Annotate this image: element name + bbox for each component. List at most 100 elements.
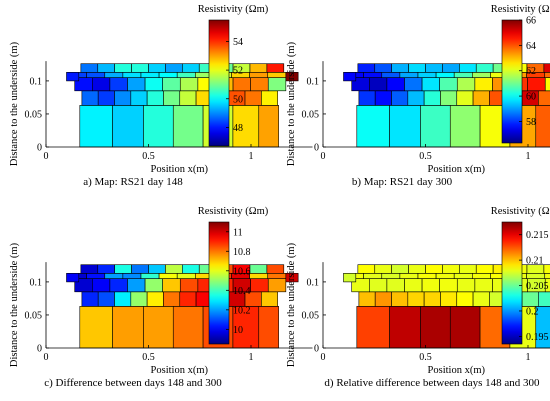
middle-cell [544, 278, 550, 293]
strip-cell [423, 90, 441, 106]
wide-cell [176, 273, 196, 279]
strip-cell [146, 291, 164, 307]
x-tick-label: 0.5 [142, 352, 155, 363]
colorbar-tick-label: 60 [526, 92, 536, 103]
x-tick-label: 0 [44, 352, 49, 363]
wide-cell [381, 72, 401, 78]
top-cell [131, 264, 149, 274]
bottom-cell [172, 306, 204, 349]
x-axis-title: Position x(m) [428, 365, 486, 376]
middle-cell [368, 77, 388, 92]
colorbar-tick-label: 58 [526, 117, 536, 128]
top-cell [459, 264, 477, 274]
heatmap-panel-1: 0 0.5 1 0 0.05 0.1 Position x(m) Distance to th… [9, 4, 313, 188]
strip-cell [358, 90, 376, 106]
colorbar-tick-label: 0.21 [526, 256, 544, 267]
wide-cell [526, 273, 546, 279]
bottom-cell [449, 306, 481, 349]
wide-cell [104, 273, 124, 279]
top-cell [357, 264, 376, 274]
colorbar-tick-label: 10.8 [233, 247, 251, 258]
wide-cell [363, 72, 383, 78]
middle-cell [456, 77, 476, 92]
middle-cell [109, 77, 128, 92]
top-cell [374, 63, 392, 73]
strip-cell [521, 291, 539, 307]
middle-cell [267, 278, 287, 293]
middle-cell [232, 77, 251, 92]
middle-cell [474, 278, 493, 293]
middle-cell [386, 77, 405, 92]
x-tick-label: 0 [44, 151, 49, 162]
bottom-cell [389, 306, 421, 349]
bottom-cell [112, 306, 144, 349]
top-cell [97, 264, 115, 274]
wide-cell [122, 273, 142, 279]
wide-cell [435, 273, 455, 279]
x-tick-label: 1 [526, 352, 531, 363]
wide-cell [267, 72, 287, 78]
middle-cell [127, 77, 146, 92]
wide-cell [140, 273, 160, 279]
top-cell [408, 264, 426, 274]
colorbar-tick-label: 66 [526, 16, 536, 27]
wide-cell [249, 273, 269, 279]
strip-cell [374, 291, 392, 307]
colorbar-tick-label: 0.205 [526, 281, 549, 292]
wide-cell [544, 72, 550, 78]
wide-cell [267, 273, 287, 279]
y-tick-label: 0.05 [25, 109, 43, 120]
colorbar-tick-label: 54 [233, 37, 243, 48]
bottom-cell [449, 105, 481, 148]
colorbar-tick-label: 62 [526, 66, 536, 77]
x-tick-label: 0.5 [419, 151, 432, 162]
wide-cell [381, 273, 401, 279]
wide-cell [544, 273, 550, 279]
left-end-cell [343, 273, 357, 283]
top-cell [80, 264, 99, 274]
heatmap-panel-4: 0 0.5 1 0 0.05 0.1 Position x(m) Distance to th… [286, 206, 550, 389]
middle-cell [439, 77, 458, 92]
strip-cell [261, 291, 278, 307]
wide-cell [176, 72, 196, 78]
top-cell [148, 264, 166, 274]
bottom-cell [389, 105, 421, 148]
y-tick-label: 0.05 [25, 310, 43, 321]
wide-cell [140, 72, 160, 78]
right-end-cell [285, 273, 299, 283]
colorbar-tick-label: 10.6 [233, 266, 251, 277]
bottom-cell [232, 105, 260, 148]
strip-cell [163, 291, 181, 307]
middle-cell [404, 278, 423, 293]
wide-cell [122, 72, 142, 78]
middle-cell [92, 77, 111, 92]
top-cell [459, 63, 477, 73]
x-tick-label: 0 [321, 151, 326, 162]
colorbar-tick-label: 11 [233, 227, 243, 238]
strip-cell [472, 291, 490, 307]
bottom-cell [79, 105, 113, 148]
middle-cell [92, 278, 111, 293]
colorbar-tick-label: 10.4 [233, 286, 251, 297]
top-cell [374, 264, 392, 274]
strip-cell [261, 90, 278, 106]
middle-cell [179, 77, 199, 92]
middle-cell [144, 77, 163, 92]
wide-cell [472, 273, 491, 279]
strip-cell [97, 90, 115, 106]
middle-cell [162, 77, 181, 92]
strip-cell [423, 291, 441, 307]
strip-cell [374, 90, 392, 106]
strip-cell [391, 291, 409, 307]
top-cell [165, 63, 183, 73]
middle-cell [386, 278, 405, 293]
top-cell [80, 63, 99, 73]
wide-cell [363, 273, 383, 279]
bottom-cell [258, 105, 279, 148]
colorbar-tick-label: 0.2 [526, 306, 539, 317]
panel-caption: d) Relative difference between days 148 … [324, 377, 540, 389]
middle-cell [162, 278, 181, 293]
strip-cell [179, 90, 197, 106]
wide-cell [399, 72, 419, 78]
